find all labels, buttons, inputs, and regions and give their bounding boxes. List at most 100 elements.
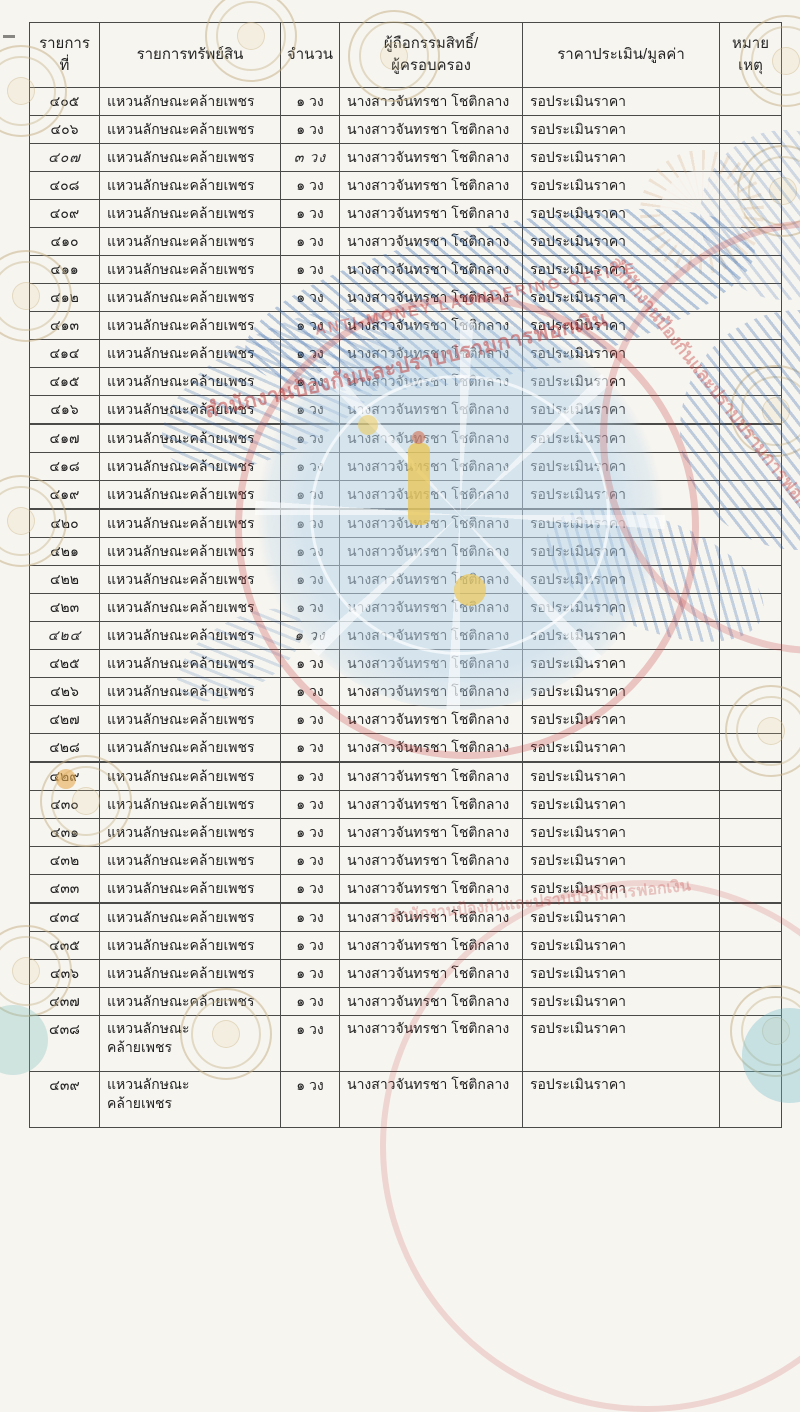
cell-asset-name: แหวนลักษณะคล้ายเพชร <box>99 761 281 791</box>
cell-asset-name: แหวนลักษณะคล้ายเพชร <box>99 143 281 172</box>
table-row: ๔๐๘ แหวนลักษณะคล้ายเพชร ๑ วง นางสาวจันทร… <box>29 171 782 200</box>
table-row: ๔๓๔ แหวนลักษณะคล้ายเพชร ๑ วง นางสาวจันทร… <box>29 902 782 932</box>
cell-remarks <box>719 227 782 256</box>
cell-appraised-value: รอประเมินราคา <box>522 677 720 706</box>
cell-item-no: ๔๑๙ <box>29 480 100 510</box>
table-row: ๔๓๗ แหวนลักษณะคล้ายเพชร ๑ วง นางสาวจันทร… <box>29 987 782 1016</box>
cell-remarks <box>719 255 782 284</box>
cell-asset-name: แหวนลักษณะคล้ายเพชร <box>99 199 281 228</box>
table-row: ๔๒๘ แหวนลักษณะคล้ายเพชร ๑ วง นางสาวจันทร… <box>29 733 782 763</box>
cell-remarks <box>719 705 782 734</box>
table-row: ๔๑๖ แหวนลักษณะคล้ายเพชร ๑ วง นางสาวจันทร… <box>29 395 782 425</box>
cell-appraised-value: รอประเมินราคา <box>522 508 720 538</box>
cell-remarks <box>719 818 782 847</box>
cell-appraised-value: รอประเมินราคา <box>522 339 720 368</box>
cell-appraised-value: รอประเมินราคา <box>522 761 720 791</box>
margin-dash-artifact <box>3 35 15 38</box>
cell-remarks <box>719 761 782 791</box>
cell-asset-name: แหวนลักษณะคล้ายเพชร <box>99 790 281 819</box>
asset-table-body: ๔๐๕ แหวนลักษณะคล้ายเพชร ๑ วง นางสาวจันทร… <box>29 87 782 1128</box>
table-row: ๔๓๓ แหวนลักษณะคล้ายเพชร ๑ วง นางสาวจันทร… <box>29 874 782 904</box>
cell-remarks <box>719 199 782 228</box>
cell-remarks <box>719 593 782 622</box>
cell-quantity: ๑ วง <box>280 902 340 932</box>
cell-asset-name: แหวนลักษณะคล้ายเพชร <box>99 705 281 734</box>
cell-quantity: ๑ วง <box>280 565 340 594</box>
cell-remarks <box>719 1015 782 1072</box>
cell-item-no: ๔๓๑ <box>29 818 100 847</box>
cell-asset-name: แหวนลักษณะคล้ายเพชร <box>99 902 281 932</box>
table-row: ๔๑๔ แหวนลักษณะคล้ายเพชร ๑ วง นางสาวจันทร… <box>29 339 782 368</box>
cell-asset-name: แหวนลักษณะคล้ายเพชร <box>99 959 281 988</box>
asset-table-header: รายการ ที่ รายการทรัพย์สิน จำนวน ผู้ถือก… <box>29 22 782 88</box>
cell-remarks <box>719 931 782 960</box>
cell-owner: นางสาวจันทรชา โชติกลาง <box>339 621 523 650</box>
cell-asset-name: แหวนลักษณะ คล้ายเพชร <box>99 1071 281 1128</box>
cell-appraised-value: รอประเมินราคา <box>522 931 720 960</box>
cell-remarks <box>719 87 782 116</box>
cell-owner: นางสาวจันทรชา โชติกลาง <box>339 902 523 932</box>
cell-asset-name: แหวนลักษณะคล้ายเพชร <box>99 677 281 706</box>
cell-appraised-value: รอประเมินราคา <box>522 565 720 594</box>
cell-asset-name: แหวนลักษณะคล้ายเพชร <box>99 367 281 396</box>
cell-item-no: ๔๑๖ <box>29 395 100 425</box>
cell-owner: นางสาวจันทรชา โชติกลาง <box>339 846 523 875</box>
cell-appraised-value: รอประเมินราคา <box>522 143 720 172</box>
cell-item-no: ๔๓๒ <box>29 846 100 875</box>
cell-quantity: ๑ วง <box>280 227 340 256</box>
cell-item-no: ๔๒๖ <box>29 677 100 706</box>
cell-appraised-value: รอประเมินราคา <box>522 311 720 340</box>
cell-quantity: ๑ วง <box>280 649 340 678</box>
cell-quantity: ๑ วง <box>280 395 340 425</box>
cell-appraised-value: รอประเมินราคา <box>522 790 720 819</box>
cell-appraised-value: รอประเมินราคา <box>522 227 720 256</box>
cell-remarks <box>719 565 782 594</box>
cell-owner: นางสาวจันทรชา โชติกลาง <box>339 790 523 819</box>
cell-item-no: ๔๓๙ <box>29 1071 100 1128</box>
cell-asset-name: แหวนลักษณะคล้ายเพชร <box>99 227 281 256</box>
cell-item-no: ๔๒๙ <box>29 761 100 791</box>
cell-owner: นางสาวจันทรชา โชติกลาง <box>339 959 523 988</box>
cell-remarks <box>719 733 782 763</box>
cell-remarks <box>719 677 782 706</box>
cell-asset-name: แหวนลักษณะคล้ายเพชร <box>99 87 281 116</box>
cell-appraised-value: รอประเมินราคา <box>522 818 720 847</box>
column-header-item-no: รายการ ที่ <box>29 22 100 88</box>
cell-owner: นางสาวจันทรชา โชติกลาง <box>339 87 523 116</box>
cell-item-no: ๔๑๗ <box>29 423 100 453</box>
cell-remarks <box>719 649 782 678</box>
table-row: ๔๒๐ แหวนลักษณะคล้ายเพชร ๑ วง นางสาวจันทร… <box>29 508 782 538</box>
cell-remarks <box>719 452 782 481</box>
cell-quantity: ๑ วง <box>280 677 340 706</box>
cell-remarks <box>719 1071 782 1128</box>
cell-asset-name: แหวนลักษณะคล้ายเพชร <box>99 423 281 453</box>
cell-remarks <box>719 395 782 425</box>
cell-item-no: ๔๑๓ <box>29 311 100 340</box>
cell-item-no: ๔๓๗ <box>29 987 100 1016</box>
cell-asset-name: แหวนลักษณะคล้ายเพชร <box>99 171 281 200</box>
cell-item-no: ๔๒๓ <box>29 593 100 622</box>
cell-remarks <box>719 423 782 453</box>
cell-asset-name: แหวนลักษณะคล้ายเพชร <box>99 115 281 144</box>
cell-owner: นางสาวจันทรชา โชติกลาง <box>339 649 523 678</box>
cell-remarks <box>719 171 782 200</box>
table-row: ๔๐๙ แหวนลักษณะคล้ายเพชร ๑ วง นางสาวจันทร… <box>29 199 782 228</box>
table-row: ๔๑๘ แหวนลักษณะคล้ายเพชร ๑ วง นางสาวจันทร… <box>29 452 782 481</box>
table-row: ๔๒๗ แหวนลักษณะคล้ายเพชร ๑ วง นางสาวจันทร… <box>29 705 782 734</box>
cell-owner: นางสาวจันทรชา โชติกลาง <box>339 874 523 904</box>
cell-appraised-value: รอประเมินราคา <box>522 367 720 396</box>
cell-quantity: ๑ วง <box>280 537 340 566</box>
cell-appraised-value: รอประเมินราคา <box>522 1071 720 1128</box>
header-row: รายการ ที่ รายการทรัพย์สิน จำนวน ผู้ถือก… <box>29 22 782 88</box>
cell-item-no: ๔๐๘ <box>29 171 100 200</box>
table-row: ๔๒๔ แหวนลักษณะคล้ายเพชร ๑ วง นางสาวจันทร… <box>29 621 782 650</box>
column-header-remarks: หมาย เหตุ <box>719 22 782 88</box>
cell-owner: นางสาวจันทรชา โชติกลาง <box>339 818 523 847</box>
table-row: ๔๐๕ แหวนลักษณะคล้ายเพชร ๑ วง นางสาวจันทร… <box>29 87 782 116</box>
cell-remarks <box>719 790 782 819</box>
cell-asset-name: แหวนลักษณะคล้ายเพชร <box>99 874 281 904</box>
cell-item-no: ๔๐๙ <box>29 199 100 228</box>
cell-quantity: ๑ วง <box>280 508 340 538</box>
cell-item-no: ๔๐๖ <box>29 115 100 144</box>
